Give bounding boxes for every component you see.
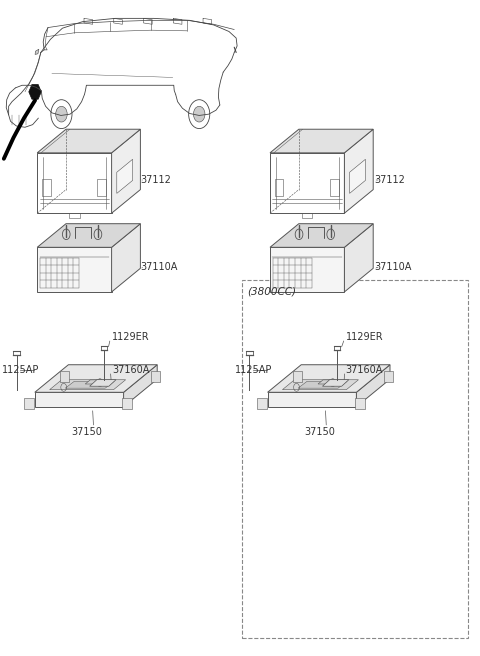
Polygon shape: [270, 224, 373, 247]
Bar: [384, 371, 393, 382]
Polygon shape: [124, 365, 157, 407]
Polygon shape: [37, 129, 140, 153]
Polygon shape: [35, 49, 39, 54]
Text: 1129ER: 1129ER: [112, 332, 149, 342]
Bar: [275, 179, 283, 196]
Polygon shape: [35, 365, 157, 392]
Polygon shape: [323, 380, 349, 386]
Text: 37160A: 37160A: [112, 365, 149, 375]
Polygon shape: [345, 129, 373, 213]
Bar: [152, 371, 160, 382]
Polygon shape: [90, 380, 116, 386]
Polygon shape: [318, 380, 335, 384]
Polygon shape: [282, 380, 359, 390]
Bar: [242, 280, 468, 638]
Polygon shape: [268, 365, 390, 392]
Polygon shape: [270, 153, 345, 213]
Text: 37110A: 37110A: [374, 262, 412, 272]
Bar: [257, 398, 267, 409]
Polygon shape: [298, 381, 347, 388]
Text: (3800CC): (3800CC): [247, 287, 296, 297]
Polygon shape: [356, 365, 390, 407]
Polygon shape: [35, 392, 124, 407]
Polygon shape: [85, 380, 102, 384]
Bar: [60, 371, 69, 382]
Polygon shape: [65, 381, 114, 388]
Text: 37150: 37150: [305, 426, 336, 437]
Polygon shape: [270, 247, 345, 292]
Polygon shape: [37, 247, 111, 292]
Text: 37150: 37150: [71, 426, 102, 437]
Bar: [97, 179, 106, 196]
Bar: [122, 398, 132, 409]
Bar: [24, 398, 34, 409]
Bar: [355, 398, 365, 409]
Text: 37160A: 37160A: [346, 365, 383, 375]
Polygon shape: [111, 129, 140, 213]
Bar: [293, 371, 302, 382]
Polygon shape: [37, 224, 140, 247]
Text: 37112: 37112: [374, 175, 405, 185]
Circle shape: [56, 106, 67, 122]
Polygon shape: [37, 153, 111, 213]
Text: 1125AP: 1125AP: [2, 365, 40, 375]
Polygon shape: [270, 129, 373, 153]
Polygon shape: [49, 380, 126, 390]
Text: 37112: 37112: [141, 175, 171, 185]
Polygon shape: [345, 224, 373, 292]
Polygon shape: [111, 224, 140, 292]
Polygon shape: [349, 159, 365, 194]
Circle shape: [193, 106, 205, 122]
Polygon shape: [29, 85, 41, 99]
Text: 1125AP: 1125AP: [235, 365, 273, 375]
Text: 1129ER: 1129ER: [346, 332, 383, 342]
Polygon shape: [117, 159, 132, 194]
Bar: [330, 179, 339, 196]
Bar: [42, 179, 51, 196]
Polygon shape: [268, 392, 356, 407]
Text: 37110A: 37110A: [141, 262, 178, 272]
